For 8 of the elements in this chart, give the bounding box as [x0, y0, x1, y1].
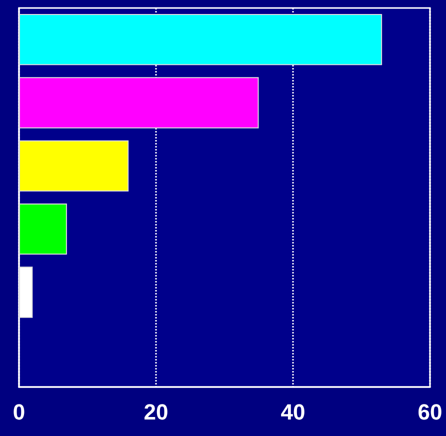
x-tick-label: 60: [418, 400, 442, 424]
x-tick-label: 0: [12, 400, 26, 424]
bar: [19, 14, 382, 66]
x-tick-label: 20: [144, 400, 168, 424]
bar: [19, 204, 67, 255]
bar: [19, 77, 259, 128]
x-tick-label: 40: [280, 400, 306, 424]
bar: [19, 140, 129, 192]
